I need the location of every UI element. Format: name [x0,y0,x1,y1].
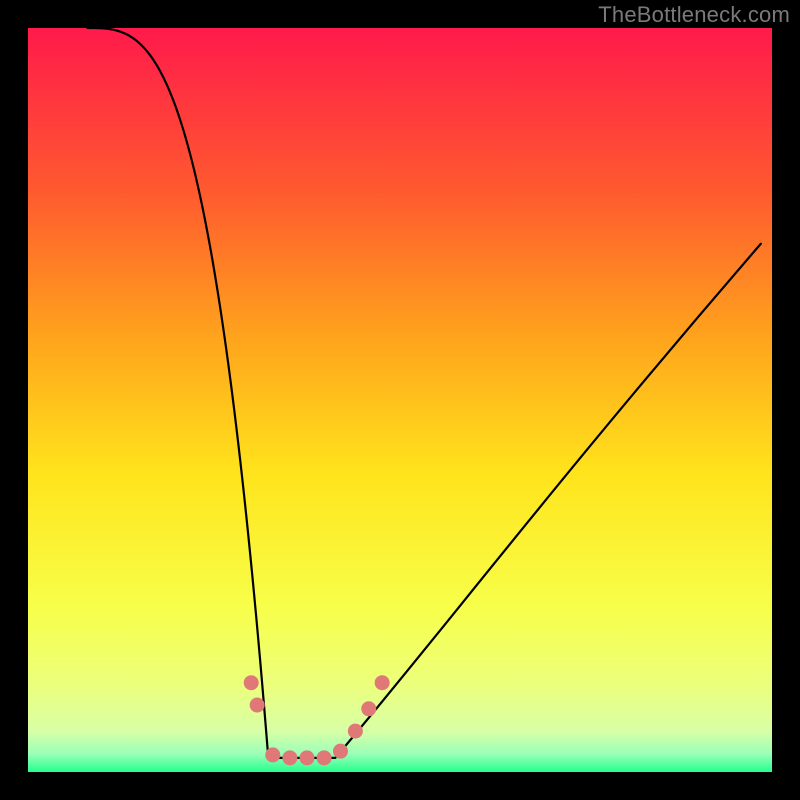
curve-marker [375,675,390,690]
curve-marker [250,698,265,713]
curve-marker [300,750,315,765]
curve-marker [317,750,332,765]
curve-marker [265,747,280,762]
watermark-text: TheBottleneck.com [598,2,790,28]
curve-marker [333,744,348,759]
stage: TheBottleneck.com [0,0,800,800]
curve-marker [244,675,259,690]
curve-marker [361,701,376,716]
bottleneck-chart [28,28,772,772]
plot-area [28,28,772,772]
gradient-background [28,28,772,772]
curve-marker [348,724,363,739]
curve-marker [282,750,297,765]
